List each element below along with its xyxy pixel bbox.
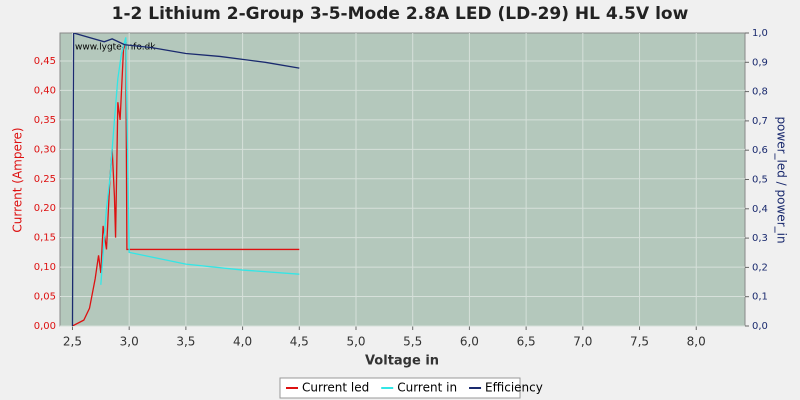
y-tick-label: 0,05 [34, 292, 56, 303]
y2-axis-title: power_led / power_in [775, 116, 789, 243]
x-tick-label: 6,5 [517, 335, 536, 349]
y2-tick-label: 0,8 [752, 87, 768, 98]
legend [279, 377, 521, 399]
y-tick-label: 0,30 [34, 144, 56, 155]
y-tick-label: 0,45 [34, 56, 56, 67]
x-tick-label: 2,5 [63, 335, 82, 349]
x-tick-label: 7,5 [630, 335, 649, 349]
data-line [71, 33, 300, 326]
y2-tick-label: 0,9 [752, 57, 768, 68]
y-tick-label: 0,15 [34, 233, 56, 244]
x-tick-label: 3,0 [120, 335, 139, 349]
x-tick-label: 6,0 [460, 335, 479, 349]
x-tick-label: 5,0 [346, 335, 365, 349]
y2-tick-label: 0,3 [752, 233, 768, 244]
legend-label: Current led [302, 381, 369, 395]
y2-tick-label: 0,6 [752, 145, 768, 156]
y2-tick-label: 0,7 [752, 116, 768, 127]
data-line [72, 43, 300, 326]
data-line [100, 37, 300, 285]
y-tick-label: 0,00 [34, 321, 56, 332]
x-axis-title: Voltage in [365, 354, 439, 369]
y2-tick-label: 1,0 [752, 28, 768, 39]
x-tick-label: 5,5 [403, 335, 422, 349]
plot-area [59, 32, 746, 327]
legend-label: Current in [397, 381, 457, 395]
x-tick-label: 4,0 [233, 335, 252, 349]
watermark: www.lygte-info.dk [75, 43, 156, 53]
y2-tick-label: 0,2 [752, 262, 768, 273]
x-tick-label: 8,0 [687, 335, 706, 349]
y2-tick-label: 0,5 [752, 175, 768, 186]
y2-tick-label: 0,0 [752, 321, 768, 332]
y-tick-label: 0,25 [34, 174, 56, 185]
y2-tick-label: 0,4 [752, 204, 768, 215]
x-tick-label: 7,0 [573, 335, 592, 349]
y-tick-label: 0,20 [34, 203, 56, 214]
y2-tick-label: 0,1 [752, 292, 768, 303]
chart-title: 1-2 Lithium 2-Group 3-5-Mode 2.8A LED (L… [112, 4, 689, 24]
y-tick-label: 0,10 [34, 262, 56, 273]
y-tick-label: 0,40 [34, 85, 56, 96]
x-tick-label: 4,5 [290, 335, 309, 349]
y-axis-title: Current (Ampere) [11, 127, 25, 232]
x-tick-label: 3,5 [176, 335, 195, 349]
y-tick-label: 0,35 [34, 115, 56, 126]
legend-label: Efficiency [485, 381, 543, 395]
